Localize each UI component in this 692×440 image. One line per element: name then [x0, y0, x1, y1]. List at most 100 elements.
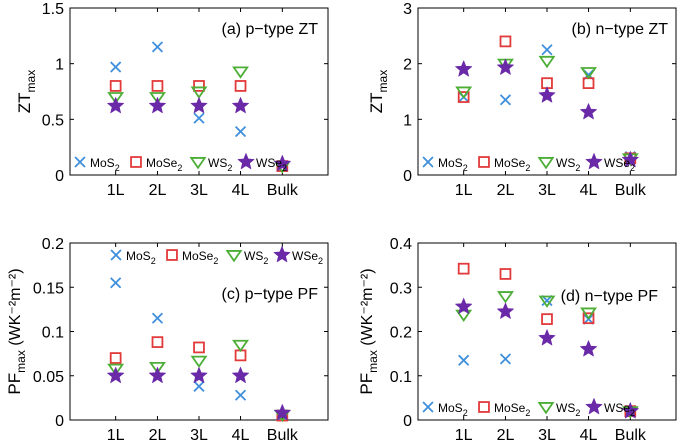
legend-marker-MoS2 [110, 249, 122, 261]
series-WSe2 [107, 97, 291, 172]
data-point-WSe2 [149, 366, 166, 384]
panel-c: 0 0.05 0.1 0.15 0.2 1L 2L 3L 4L Bulk PFmax (WK⁻²m⁻… [5, 236, 329, 440]
legend-marker-WS2 [225, 250, 243, 263]
data-point-WSe2 [538, 86, 556, 103]
legend-label-MoSe2: MoSe2 [146, 156, 182, 173]
x-tick-label: 4L [232, 182, 250, 199]
data-point-MoSe2 [234, 80, 247, 92]
x-tick-label: 2L [497, 182, 515, 199]
data-point-WS2 [232, 66, 250, 79]
data-point-WSe2 [496, 302, 514, 319]
data-point-WS2 [496, 291, 514, 304]
series-MoS2 [458, 44, 636, 163]
data-point-MoS2 [541, 44, 553, 56]
series-WS2 [455, 291, 639, 419]
legend-marker-WSe2 [585, 398, 603, 415]
y-tick-label: 0 [403, 413, 412, 430]
data-point-WS2 [148, 92, 166, 105]
x-tick-label: 3L [538, 427, 556, 440]
chart-title: (a) p−type ZT [222, 21, 319, 38]
panel-d: 0 0.1 0.2 0.3 0.4 1L 2L 3L 4L Bulk PFmax (WK⁻²m⁻²)… [357, 236, 677, 440]
y-tick-label: 1 [403, 112, 412, 129]
data-point-MoS2 [458, 354, 470, 366]
x-tick-label: Bulk [267, 182, 299, 199]
data-point-MoS2 [193, 112, 205, 124]
y-tick-label: 0 [55, 413, 64, 430]
legend-label-MoSe2: MoSe2 [182, 249, 218, 266]
data-point-WSe2 [149, 97, 166, 114]
y-tick-label: 3 [403, 1, 412, 18]
series-WSe2 [455, 58, 639, 168]
y-tick-label: 0.15 [33, 280, 64, 297]
legend: MoS2 MoSe2 WS2 WSe2 [422, 398, 635, 418]
data-point-WSe2 [621, 151, 639, 168]
panel-a: 0 0.5 1 1.5 1L 2L 3L 4L Bulk ZTmax (a) p−type ZT Mo… [15, 1, 329, 199]
legend-label-MoSe2: MoSe2 [494, 401, 530, 418]
x-tick-label: 3L [538, 182, 556, 199]
y-tick-label: 0.1 [42, 325, 64, 342]
data-point-WSe2 [107, 366, 125, 384]
legend-marker-MoSe2 [478, 156, 490, 168]
x-tick-label: Bulk [615, 427, 647, 440]
x-tick-label: 4L [580, 427, 598, 440]
y-tick-label: 0.3 [390, 280, 412, 297]
data-point-MoSe2 [193, 80, 205, 92]
data-point-WSe2 [621, 402, 639, 419]
series-WSe2 [455, 297, 639, 419]
data-point-MoSe2 [109, 80, 122, 92]
data-point-WS2 [107, 363, 125, 376]
x-tick-label: 1L [107, 182, 125, 199]
legend-label-WS2: WS2 [208, 156, 232, 173]
legend-label-WS2: WS2 [244, 249, 268, 266]
y-tick-label: 0.4 [390, 236, 412, 253]
data-point-WS2 [580, 67, 598, 80]
data-point-WSe2 [232, 366, 249, 384]
legend-marker-MoS2 [422, 401, 434, 413]
x-tick-label: Bulk [615, 182, 647, 199]
legend-label-MoS2: MoS2 [438, 401, 468, 418]
legend-label-WS2: WS2 [556, 156, 580, 173]
legend-label-WS2: WS2 [556, 401, 580, 418]
data-point-MoSe2 [109, 352, 122, 364]
series-WS2 [455, 55, 639, 166]
y-axis-label: PFmax (WK⁻²m⁻²) [357, 268, 380, 394]
legend-marker-WSe2 [585, 153, 603, 170]
y-tick-label: 2 [403, 57, 412, 74]
data-point-WSe2 [190, 366, 208, 384]
legend-marker-WS2 [537, 157, 555, 170]
data-point-WSe2 [496, 58, 514, 75]
data-point-MoSe2 [193, 341, 205, 354]
chart-title: (b) n−type ZT [572, 21, 669, 38]
data-point-WSe2 [580, 103, 598, 120]
legend-marker-WS2 [537, 402, 555, 415]
series-WSe2 [107, 366, 291, 421]
legend-label-WSe2: WSe2 [292, 249, 323, 266]
legend-label-WSe2: WSe2 [604, 156, 635, 173]
y-axis-label: PFmax (WK⁻²m⁻²) [5, 268, 28, 394]
legend-label-MoS2: MoS2 [90, 156, 120, 173]
data-point-MoS2 [151, 312, 164, 324]
data-point-MoSe2 [582, 77, 595, 89]
legend-marker-MoSe2 [130, 156, 142, 168]
data-point-MoSe2 [151, 336, 164, 348]
legend: MoS2 MoSe2 WS2 WSe2 [110, 246, 323, 266]
data-point-MoS2 [234, 125, 247, 138]
series-MoSe2 [457, 35, 637, 165]
legend-label-WSe2: WSe2 [604, 401, 635, 418]
data-point-WS2 [538, 295, 556, 308]
legend-marker-WSe2 [273, 246, 291, 263]
legend-label-MoS2: MoS2 [126, 249, 156, 266]
data-point-MoSe2 [457, 262, 470, 275]
legend-marker-WSe2 [237, 153, 255, 170]
x-tick-label: 2L [497, 427, 515, 440]
legend-marker-MoSe2 [166, 249, 178, 261]
x-tick-label: 2L [149, 427, 167, 440]
data-point-MoS2 [499, 353, 512, 365]
legend-marker-MoS2 [74, 156, 86, 168]
data-point-MoSe2 [151, 80, 164, 92]
data-point-WS2 [148, 361, 166, 375]
legend-label-MoS2: MoS2 [438, 156, 468, 173]
x-tick-label: 1L [107, 427, 125, 440]
